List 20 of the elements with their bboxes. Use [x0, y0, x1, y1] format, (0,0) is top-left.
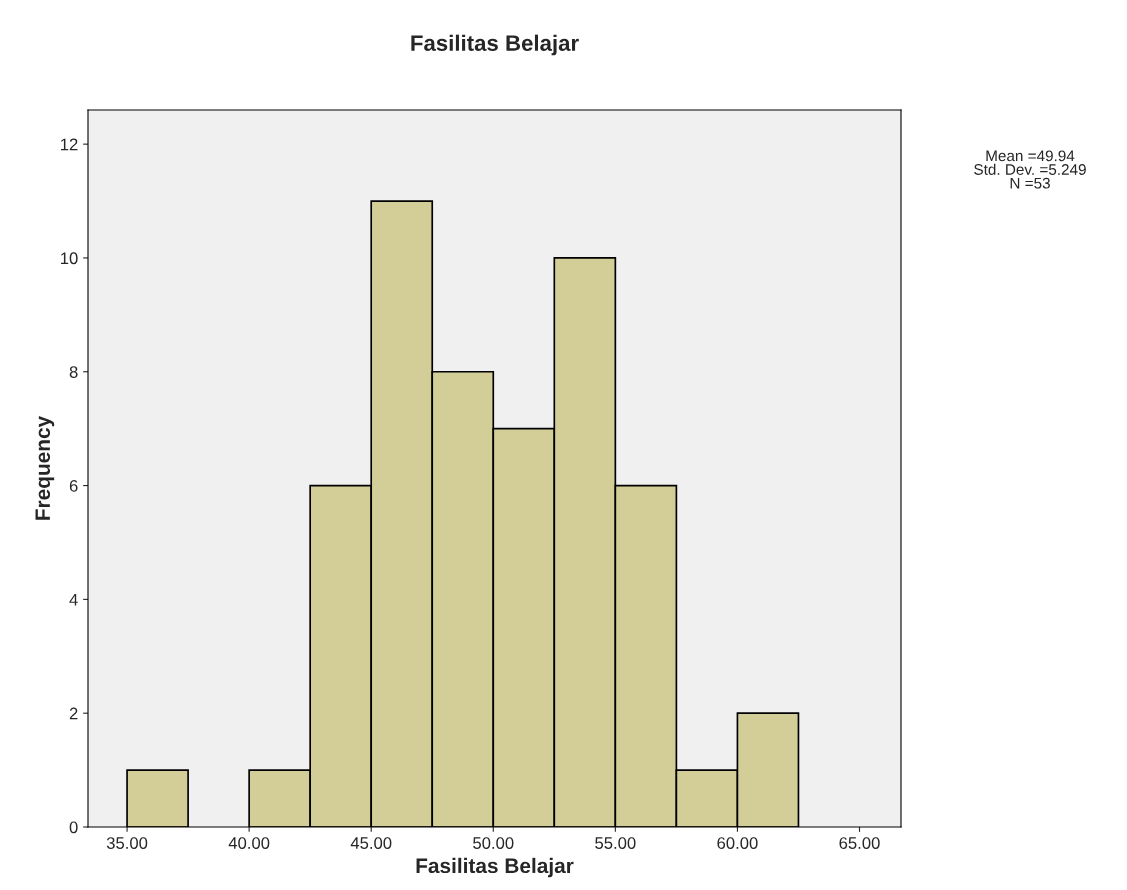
y-tick-label: 8 [69, 366, 78, 378]
y-tick-label: 4 [69, 593, 78, 606]
x-tick-label: 65.00 [839, 837, 880, 849]
y-tick-label: 6 [69, 479, 78, 492]
x-tick-label: 50.00 [473, 837, 514, 849]
y-tick-label: 0 [69, 821, 78, 834]
y-tick-label: 2 [69, 707, 78, 720]
y-axis-title: Frequency [35, 415, 55, 520]
text: N =53 [1010, 177, 1050, 189]
y-tick-label: 10 [61, 252, 78, 265]
x-tick-label: 60.00 [717, 837, 758, 849]
x-axis-title: Fasilitas Belajar [416, 857, 574, 878]
x-tick-label: 45.00 [350, 837, 392, 849]
y-tick-label: 12 [61, 138, 78, 151]
x-tick-label: 40.00 [228, 837, 270, 849]
x-tick-label: 55.00 [595, 837, 636, 849]
x-tick-label: 35.00 [106, 837, 148, 849]
text: Mean =49.94 [986, 150, 1075, 162]
text: Std. Dev. =5.249 [974, 163, 1086, 175]
chart-title: Fasilitas Belajar [411, 34, 579, 56]
